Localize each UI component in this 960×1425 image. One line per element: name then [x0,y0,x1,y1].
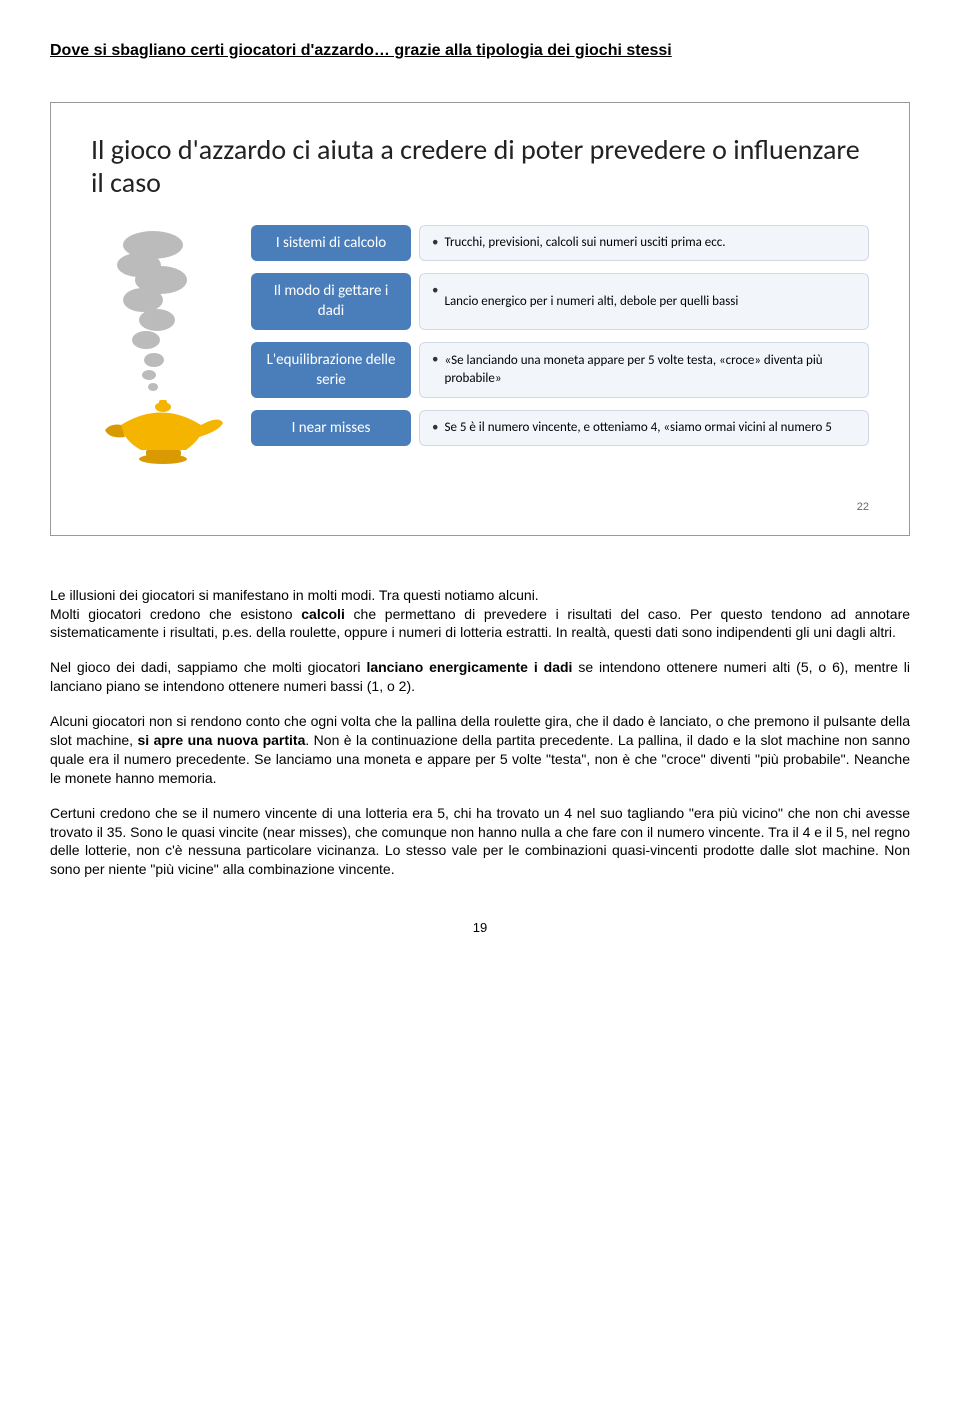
bold-text: calcoli [301,606,345,622]
row-desc: Se 5 è il numero vincente, e otteniamo 4… [419,410,869,446]
row-desc-text: Lancio energico per i numeri alti, debol… [444,293,738,311]
row-label: L'equilibrazione delle serie [251,342,411,399]
row-desc-text: «Se lanciando una moneta appare per 5 vo… [444,352,856,387]
slide-row: I near misses Se 5 è il numero vincente,… [251,410,869,446]
rows-column: I sistemi di calcolo Trucchi, previsioni… [251,225,869,485]
page-number: 19 [50,919,910,937]
row-desc: «Se lanciando una moneta appare per 5 vo… [419,342,869,399]
slide-row: L'equilibrazione delle serie «Se lancian… [251,342,869,399]
lamp-illustration [91,225,231,485]
row-desc: Trucchi, previsioni, calcoli sui numeri … [419,225,869,261]
body-text: Le illusioni dei giocatori si manifestan… [50,586,910,880]
text-span: Le illusioni dei giocatori si manifestan… [50,587,539,603]
row-label: Il modo di gettare i dadi [251,273,411,330]
slide-container: Il gioco d'azzardo ci aiuta a credere di… [50,102,910,536]
paragraph: Nel gioco dei dadi, sappiamo che molti g… [50,658,910,696]
row-label: I sistemi di calcolo [251,225,411,261]
text-span: Nel gioco dei dadi, sappiamo che molti g… [50,659,366,675]
row-desc-text: Trucchi, previsioni, calcoli sui numeri … [444,234,725,252]
bold-text: lanciano energicamente i dadi [366,659,572,675]
paragraph: Certuni credono che se il numero vincent… [50,804,910,880]
page-title: Dove si sbagliano certi giocatori d'azza… [50,40,910,62]
text-span: Molti giocatori credono che esistono [50,606,301,622]
row-desc-text: Se 5 è il numero vincente, e otteniamo 4… [444,419,831,437]
bold-text: si apre una nuova partita [137,732,305,748]
slide-row: I sistemi di calcolo Trucchi, previsioni… [251,225,869,261]
slide-row: Il modo di gettare i dadi Lancio energic… [251,273,869,330]
slide-page-number: 22 [91,500,869,515]
slide-content: I sistemi di calcolo Trucchi, previsioni… [91,225,869,485]
slide-heading: Il gioco d'azzardo ci aiuta a credere di… [91,133,869,200]
magic-lamp-icon [91,225,231,485]
row-desc: Lancio energico per i numeri alti, debol… [419,273,869,330]
row-label: I near misses [251,410,411,446]
paragraph: Alcuni giocatori non si rendono conto ch… [50,712,910,788]
paragraph: Le illusioni dei giocatori si manifestan… [50,586,910,643]
